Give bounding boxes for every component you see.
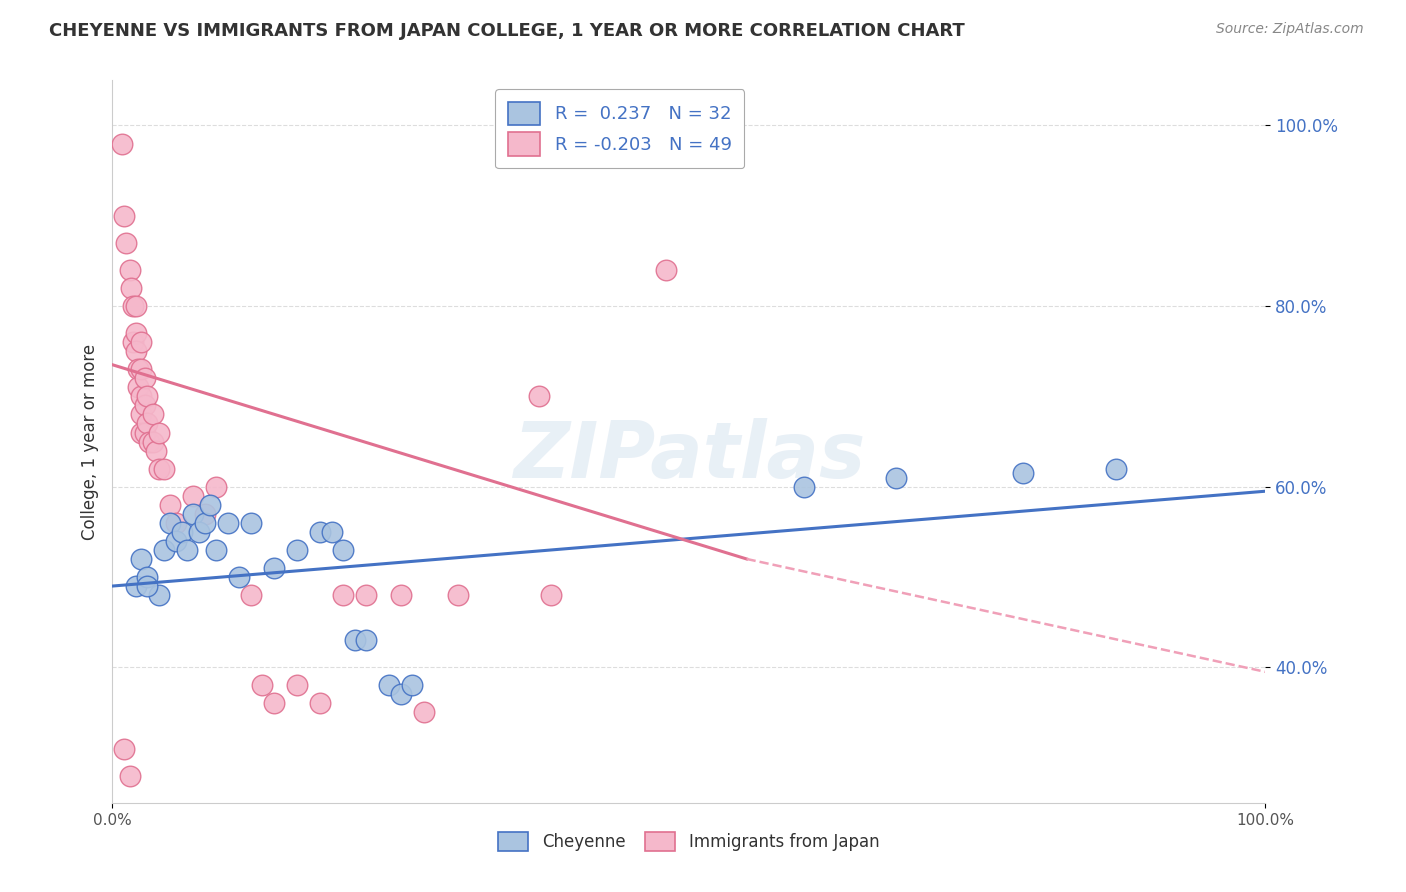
Point — [165, 533, 187, 548]
Point — [217, 516, 239, 530]
Point — [285, 542, 308, 557]
Point — [112, 741, 135, 756]
Point — [136, 417, 159, 431]
Point — [134, 371, 156, 385]
Point — [205, 480, 228, 494]
Point — [181, 507, 204, 521]
Point — [136, 579, 159, 593]
Point — [159, 516, 181, 530]
Point — [142, 434, 165, 449]
Point — [389, 588, 412, 602]
Point — [118, 263, 141, 277]
Y-axis label: College, 1 year or more: College, 1 year or more — [80, 343, 98, 540]
Point — [124, 344, 146, 359]
Text: CHEYENNE VS IMMIGRANTS FROM JAPAN COLLEGE, 1 YEAR OR MORE CORRELATION CHART: CHEYENNE VS IMMIGRANTS FROM JAPAN COLLEG… — [49, 22, 965, 40]
Point — [285, 678, 308, 692]
Point — [309, 524, 332, 539]
Point — [153, 461, 176, 475]
Point — [447, 588, 470, 602]
Point — [239, 516, 262, 530]
Point — [136, 389, 159, 403]
Point — [886, 471, 908, 485]
Point — [118, 769, 141, 783]
Point — [129, 408, 153, 422]
Point — [793, 480, 815, 494]
Point — [124, 579, 146, 593]
Point — [378, 678, 401, 692]
Point — [527, 389, 550, 403]
Point — [127, 362, 149, 376]
Point — [148, 461, 170, 475]
Point — [127, 380, 149, 394]
Point — [148, 425, 170, 440]
Point — [389, 687, 412, 701]
Point — [401, 678, 423, 692]
Point — [129, 552, 153, 566]
Point — [200, 498, 222, 512]
Point — [134, 425, 156, 440]
Point — [181, 489, 204, 503]
Point — [354, 633, 377, 648]
Point — [228, 570, 250, 584]
Point — [188, 524, 211, 539]
Point — [122, 335, 145, 350]
Point — [138, 434, 160, 449]
Point — [176, 542, 198, 557]
Point — [122, 299, 145, 313]
Point — [1104, 461, 1126, 475]
Point — [170, 524, 193, 539]
Point — [112, 209, 135, 223]
Point — [354, 588, 377, 602]
Point — [332, 542, 354, 557]
Point — [148, 588, 170, 602]
Point — [194, 516, 217, 530]
Point — [1012, 466, 1035, 480]
Point — [239, 588, 262, 602]
Legend: Cheyenne, Immigrants from Japan: Cheyenne, Immigrants from Japan — [491, 823, 887, 860]
Point — [145, 443, 167, 458]
Point — [124, 299, 146, 313]
Point — [321, 524, 343, 539]
Point — [540, 588, 562, 602]
Point — [111, 136, 134, 151]
Point — [332, 588, 354, 602]
Point — [124, 326, 146, 341]
Point — [205, 542, 228, 557]
Point — [129, 389, 153, 403]
Point — [343, 633, 366, 648]
Point — [252, 678, 274, 692]
Text: ZIPatlas: ZIPatlas — [513, 418, 865, 494]
Point — [159, 498, 181, 512]
Point — [412, 706, 434, 720]
Point — [263, 697, 285, 711]
Point — [129, 335, 153, 350]
Point — [655, 263, 678, 277]
Point — [309, 697, 332, 711]
Point — [115, 235, 138, 250]
Point — [194, 507, 217, 521]
Point — [153, 542, 176, 557]
Point — [263, 561, 285, 575]
Point — [129, 425, 153, 440]
Point — [134, 398, 156, 412]
Point — [142, 408, 165, 422]
Point — [136, 570, 159, 584]
Text: Source: ZipAtlas.com: Source: ZipAtlas.com — [1216, 22, 1364, 37]
Point — [129, 362, 153, 376]
Point — [120, 281, 142, 295]
Point — [165, 516, 187, 530]
